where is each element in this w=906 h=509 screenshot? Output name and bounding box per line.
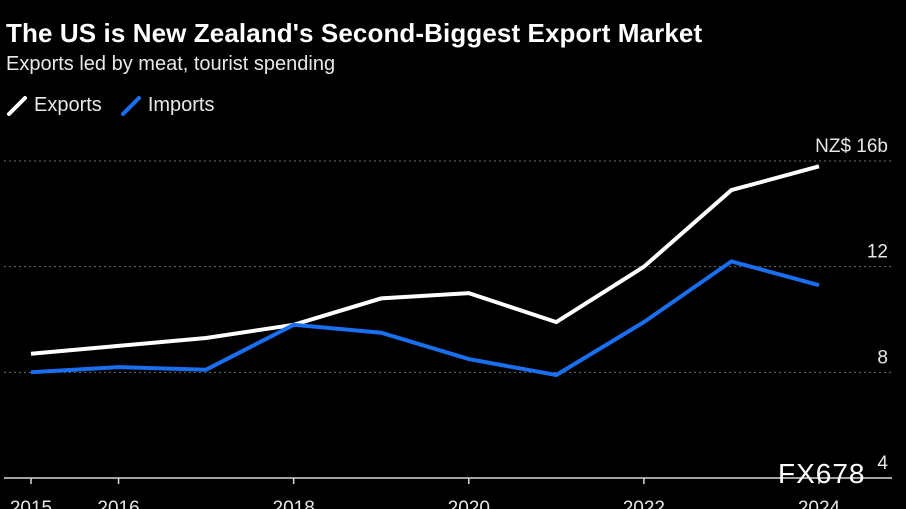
y-tick-label-4: 4 [877,453,888,474]
legend: Exports Imports [6,94,233,117]
y-tick-label-16: NZ$ 16b [815,136,888,157]
series-line-exports [30,164,820,356]
exports-line-icon [7,95,27,116]
chart-title: The US is New Zealand's Second-Biggest E… [6,18,703,48]
legend-label-exports: Exports [34,94,102,116]
y-tick-label-12: 12 [867,242,888,263]
watermark: FX678 [778,458,866,489]
legend-item-exports: Exports [6,94,102,117]
chart-subtitle: Exports led by meat, tourist spending [6,53,336,75]
y-tick-label-8: 8 [877,347,888,368]
imports-line-icon [120,95,141,116]
x-tick-label-2020: 2020 [448,498,490,509]
x-tick-label-2024: 2024 [798,498,841,509]
x-tick-label-2022: 2022 [623,498,665,509]
series-line-imports [30,259,820,378]
legend-item-imports: Imports [120,94,215,117]
x-tick-label-2018: 2018 [273,498,315,509]
x-tick-label-2016: 2016 [97,498,139,509]
x-tick-label-2015: 2015 [10,498,52,509]
legend-label-imports: Imports [147,94,215,116]
